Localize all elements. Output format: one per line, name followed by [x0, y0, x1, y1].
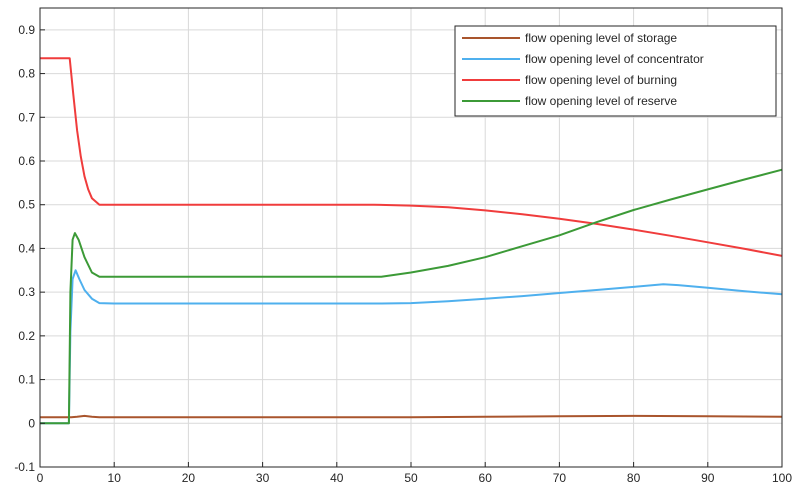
legend-label: flow opening level of concentrator — [525, 52, 704, 66]
x-tick-label: 20 — [182, 471, 196, 485]
series-line-0 — [40, 414, 783, 419]
legend-entry: flow opening level of reserve — [462, 94, 677, 108]
y-tick-label: 0.2 — [18, 329, 35, 343]
x-tick-label: 50 — [404, 471, 418, 485]
legend-entry: flow opening level of concentrator — [462, 52, 704, 66]
x-tick-label: 0 — [37, 471, 44, 485]
x-tick-label: 10 — [108, 471, 122, 485]
x-tick-label: 60 — [479, 471, 493, 485]
y-tick-label: 0.5 — [18, 198, 35, 212]
x-tick-label: 40 — [330, 471, 344, 485]
legend-entry: flow opening level of storage — [462, 31, 677, 45]
x-tick-label: 90 — [701, 471, 715, 485]
legend-label: flow opening level of reserve — [525, 94, 677, 108]
legend: flow opening level of storage flow openin… — [454, 25, 777, 117]
y-tick-label: 0.3 — [18, 285, 35, 299]
series-line-2 — [40, 57, 783, 257]
y-tick-label: 0.4 — [18, 241, 35, 255]
y-tick-label: 0.1 — [18, 373, 35, 387]
y-tick-label: 0.9 — [18, 23, 35, 37]
x-tick-label: 70 — [553, 471, 567, 485]
y-tick-label: -0.1 — [14, 460, 35, 474]
axis-ticks: 0 10 20 30 40 50 60 70 80 90 100-0.100.10.20.30.40… — [14, 23, 792, 485]
y-tick-label: 0 — [28, 416, 35, 430]
x-tick-label: 30 — [256, 471, 270, 485]
series-lines — [40, 57, 783, 425]
legend-entry: flow opening level of burning — [462, 73, 677, 87]
legend-label: flow opening level of storage — [525, 31, 677, 45]
x-tick-label: 100 — [772, 471, 792, 485]
legend-label: flow opening level of burning — [525, 73, 677, 87]
y-tick-label: 0.8 — [18, 67, 35, 81]
x-tick-label: 80 — [627, 471, 641, 485]
y-tick-label: 0.6 — [18, 154, 35, 168]
series-line-1 — [40, 269, 783, 425]
series-line-3 — [40, 168, 783, 425]
y-tick-label: 0.7 — [18, 110, 35, 124]
